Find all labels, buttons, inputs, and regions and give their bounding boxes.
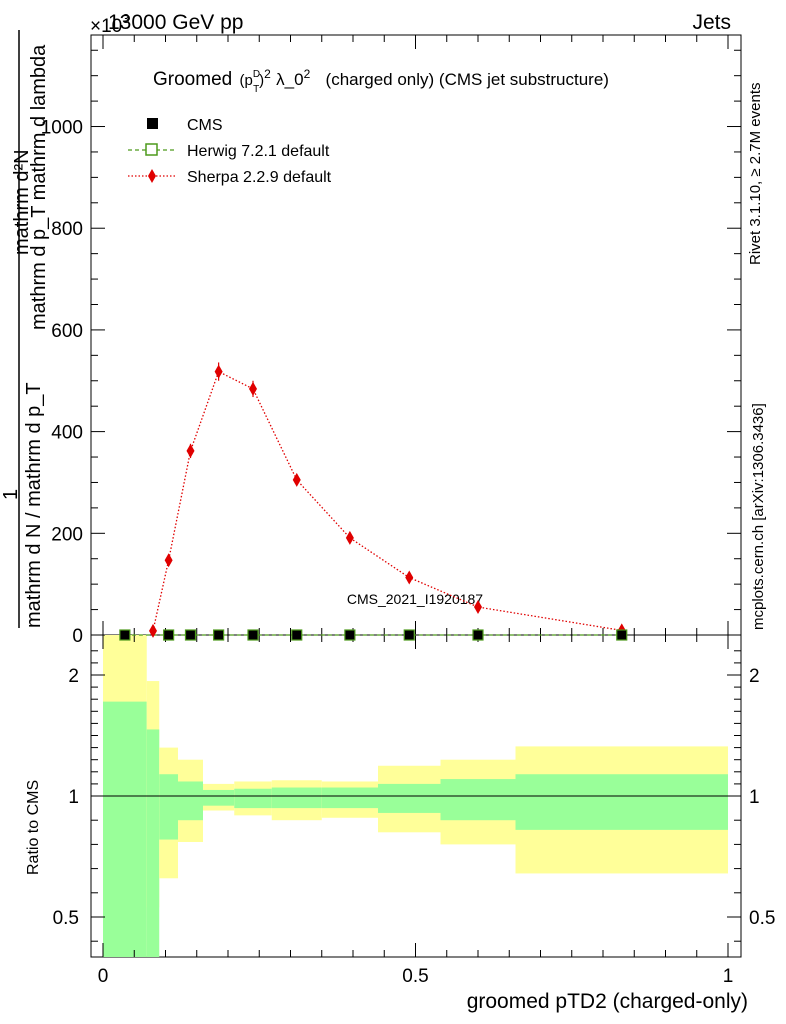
sherpa-point xyxy=(214,364,223,379)
herwig-point xyxy=(247,629,259,641)
cms-point xyxy=(404,630,415,640)
upper-y-tick-label-4: 800 xyxy=(51,219,83,240)
ratio-bands xyxy=(103,635,728,957)
upper-y-axis-label: mathrm d²N mathrm d p_T mathrm d lambda … xyxy=(0,30,50,628)
y-exponent-label: ×103 xyxy=(90,11,129,37)
ratio-band-green-9 xyxy=(440,779,516,821)
legend-cms-marker xyxy=(147,118,158,129)
ratio-band-green-4 xyxy=(203,789,235,806)
rivet-label: Rivet 3.1.10, ≥ 2.7M events xyxy=(747,83,764,266)
legend-cms-label: CMS xyxy=(187,117,223,134)
title-sup-2b: 2 xyxy=(304,67,311,81)
cms-point xyxy=(473,630,483,640)
upper-y-tick-label-5: 1000 xyxy=(41,118,83,139)
title-sup-d: D xyxy=(253,69,260,80)
lower-y-tick-label-right-0: 0.5 xyxy=(749,908,775,929)
sherpa-point xyxy=(164,553,173,568)
legend-sherpa-marker xyxy=(148,169,156,183)
sherpa-point xyxy=(149,623,157,638)
sherpa-point xyxy=(405,570,414,585)
title-pre: Groomed xyxy=(153,69,232,90)
legend: CMS Herwig 7.2.1 default Sherpa 2.2.9 de… xyxy=(128,117,332,186)
cms-point xyxy=(163,630,174,640)
upper-y-tick-label-1: 200 xyxy=(51,524,83,545)
watermark-label: CMS_2021_I1920187 xyxy=(347,591,483,607)
title-sup-2: 2 xyxy=(264,67,271,81)
sherpa-line xyxy=(152,370,622,632)
herwig-point xyxy=(184,629,197,641)
y-exponent-power: 3 xyxy=(122,11,129,26)
upper-ticks: 0 200 400 600 800 1000 xyxy=(41,49,741,647)
title-lambda: λ_0 xyxy=(276,70,303,89)
lower-y-tick-label-left-0: 0.5 xyxy=(53,908,79,929)
cms-point xyxy=(248,630,258,640)
herwig-point xyxy=(119,629,131,641)
ratio-band-green-6 xyxy=(271,787,322,809)
energy-label: 13000 GeV pp xyxy=(108,11,243,34)
x-tick-label-2: 1 xyxy=(723,966,734,987)
cms-point xyxy=(119,630,130,640)
herwig-point xyxy=(472,629,484,641)
title-sub-t: T xyxy=(253,84,259,95)
y-label-num-two: mathrm d p_T mathrm d lambda xyxy=(28,44,50,330)
cms-point xyxy=(213,630,224,640)
sherpa-point xyxy=(474,600,482,615)
mcplots-label: mcplots.cern.ch [arXiv:1306.3436] xyxy=(750,403,767,630)
legend-sherpa-label: Sherpa 2.2.9 default xyxy=(187,169,332,186)
y-exponent-base: ×10 xyxy=(90,16,122,37)
lower-ticks: 0.5 0.5 1 1 2 2 xyxy=(53,650,775,942)
ratio-band-green-0 xyxy=(103,701,147,957)
upper-y-tick-label-2: 400 xyxy=(51,423,83,444)
chart-title: Groomed (pD T)2 λ_02 (charged only) (CMS … xyxy=(153,62,609,95)
ratio-band-green-3 xyxy=(178,781,203,821)
herwig-point xyxy=(344,629,356,641)
sherpa-point xyxy=(345,530,354,545)
ratio-band-green-8 xyxy=(378,783,441,813)
cms-point xyxy=(616,630,627,640)
herwig-point xyxy=(403,629,415,641)
cms-point xyxy=(291,630,302,640)
herwig-point xyxy=(163,629,175,641)
x-tick-label-0: 0 xyxy=(98,966,109,987)
sherpa-point xyxy=(249,381,257,396)
ratio-band-green-10 xyxy=(515,774,728,830)
legend-herwig-marker xyxy=(145,143,158,156)
x-ticks: 0 0.5 1 xyxy=(98,35,734,987)
y-label-den-two: mathrm d N / mathrm d p_T xyxy=(23,382,45,628)
lower-y-axis-label: Ratio to CMS xyxy=(25,780,42,875)
sherpa-point xyxy=(292,472,301,487)
series-layer xyxy=(119,362,628,641)
x-tick-label-1: 0.5 xyxy=(402,966,428,987)
x-axis-label: groomed pTD2 (charged-only) xyxy=(467,990,748,1013)
title-p: p xyxy=(244,72,252,89)
y-label-num-one: mathrm d²N xyxy=(11,149,33,255)
ratio-band-green-5 xyxy=(234,788,272,809)
upper-y-tick-label-0: 0 xyxy=(72,626,83,647)
herwig-point xyxy=(291,629,303,641)
legend-herwig-label: Herwig 7.2.1 default xyxy=(187,143,330,160)
ratio-band-green-1 xyxy=(146,729,160,957)
sherpa-point xyxy=(186,443,195,458)
lower-y-tick-label-left-1: 1 xyxy=(68,787,79,808)
ratio-band-green-7 xyxy=(321,787,378,809)
cms-point xyxy=(185,630,196,640)
herwig-point xyxy=(616,629,628,641)
title-post: (charged only) (CMS jet substructure) xyxy=(326,70,609,89)
category-label: Jets xyxy=(692,11,731,34)
herwig-point xyxy=(213,629,225,641)
ratio-band-green-2 xyxy=(159,774,178,840)
lower-y-tick-label-right-2: 2 xyxy=(749,666,760,687)
upper-y-tick-label-3: 600 xyxy=(51,321,83,342)
cms-point xyxy=(344,630,355,640)
title-paren-close: ) xyxy=(259,72,264,89)
lower-y-tick-label-right-1: 1 xyxy=(749,787,760,808)
lower-y-tick-label-left-2: 2 xyxy=(68,666,79,687)
title-paren-open: ( xyxy=(239,72,244,89)
y-label-den-one: 1 xyxy=(0,489,22,500)
